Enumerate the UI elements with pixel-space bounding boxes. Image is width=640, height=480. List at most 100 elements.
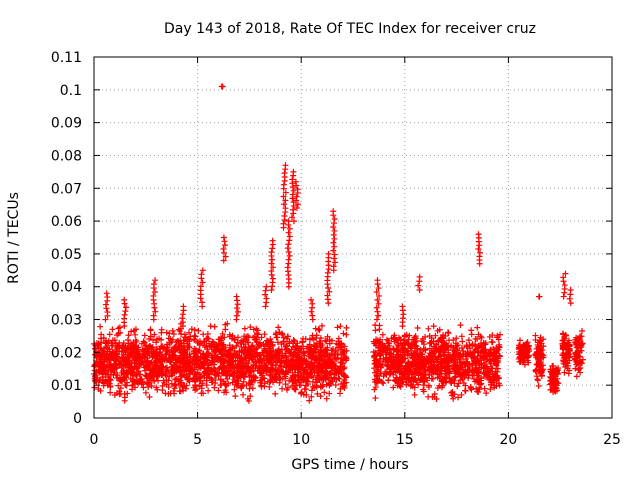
data-point — [469, 369, 476, 376]
data-point — [460, 369, 467, 376]
data-point — [523, 344, 530, 351]
data-point — [412, 339, 419, 346]
data-point — [292, 378, 299, 385]
data-point — [382, 368, 389, 375]
data-point — [316, 340, 323, 347]
data-point — [176, 381, 183, 388]
data-point — [487, 386, 494, 393]
data-point — [311, 343, 318, 350]
data-point — [431, 394, 438, 401]
data-point — [226, 342, 233, 349]
data-point — [420, 338, 427, 345]
data-point — [121, 394, 128, 401]
data-point — [223, 389, 230, 396]
data-point — [343, 324, 350, 331]
data-point — [561, 282, 568, 289]
data-point — [232, 393, 239, 400]
data-point — [440, 331, 447, 338]
data-point — [163, 341, 170, 348]
data-point — [251, 377, 258, 384]
data-point — [482, 339, 489, 346]
data-point — [416, 366, 423, 373]
data-point — [422, 371, 429, 378]
data-point — [229, 345, 236, 352]
data-point — [203, 335, 210, 342]
data-point — [379, 361, 386, 368]
data-point — [474, 336, 481, 343]
data-point — [101, 358, 108, 365]
data-point — [150, 312, 157, 319]
data-point — [173, 339, 180, 346]
data-point — [215, 370, 222, 377]
data-point — [124, 390, 131, 397]
data-point — [205, 371, 212, 378]
data-point — [211, 323, 218, 330]
data-point — [492, 349, 499, 356]
data-point — [322, 353, 329, 360]
data-point — [455, 394, 462, 401]
data-point — [151, 361, 158, 368]
data-point — [324, 333, 331, 340]
x-tick-label: 25 — [603, 432, 621, 448]
data-point — [411, 368, 418, 375]
data-point — [166, 330, 173, 337]
data-point — [158, 326, 165, 333]
x-tick-label: 5 — [193, 432, 202, 448]
data-point — [161, 379, 168, 386]
data-point — [329, 365, 336, 372]
data-point — [280, 334, 287, 341]
data-point — [152, 277, 159, 284]
data-point — [146, 335, 153, 342]
data-point — [472, 365, 479, 372]
data-point — [176, 346, 183, 353]
data-point — [443, 378, 450, 385]
data-point — [485, 350, 492, 357]
data-point — [301, 385, 308, 392]
data-point — [454, 342, 461, 349]
data-point — [396, 368, 403, 375]
data-point — [566, 295, 573, 302]
data-point — [192, 333, 199, 340]
data-point — [321, 348, 328, 355]
data-point — [482, 359, 489, 366]
data-point — [183, 336, 190, 343]
data-point — [426, 384, 433, 391]
data-point — [142, 351, 149, 358]
data-point — [404, 351, 411, 358]
data-point — [313, 356, 320, 363]
data-point — [281, 170, 288, 177]
data-point — [374, 277, 381, 284]
data-point — [385, 340, 392, 347]
data-point — [222, 326, 229, 333]
data-point — [424, 356, 431, 363]
data-point — [138, 379, 145, 386]
data-point — [282, 371, 289, 378]
data-point — [183, 382, 190, 389]
data-point — [476, 384, 483, 391]
data-point — [497, 331, 504, 338]
data-point — [330, 208, 337, 215]
data-point — [376, 351, 383, 358]
data-point — [304, 343, 311, 350]
data-point — [407, 344, 414, 351]
data-point — [268, 268, 275, 275]
data-point — [421, 378, 428, 385]
y-tick-label: 0.06 — [51, 214, 82, 230]
data-point — [451, 374, 458, 381]
data-point — [328, 337, 335, 344]
data-point — [464, 349, 471, 356]
data-point — [491, 355, 498, 362]
data-point — [475, 372, 482, 379]
data-point — [279, 363, 286, 370]
data-point — [396, 351, 403, 358]
data-point — [478, 360, 485, 367]
data-point — [148, 367, 155, 374]
data-point — [317, 393, 324, 400]
data-point — [129, 378, 136, 385]
data-point — [379, 331, 386, 338]
data-point — [206, 374, 213, 381]
data-point — [421, 367, 428, 374]
data-point — [102, 316, 109, 323]
data-point — [324, 269, 331, 276]
data-point — [223, 382, 230, 389]
